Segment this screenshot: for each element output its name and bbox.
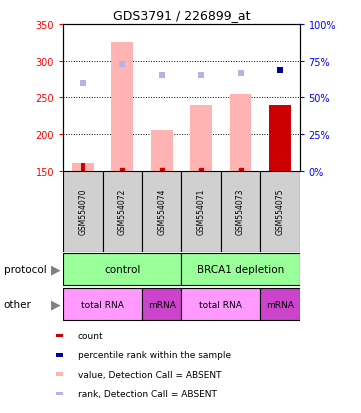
Bar xyxy=(63,254,182,285)
Bar xyxy=(142,171,182,252)
Text: ▶: ▶ xyxy=(51,298,61,311)
Bar xyxy=(56,373,62,376)
Text: total RNA: total RNA xyxy=(81,300,124,309)
Bar xyxy=(56,353,62,357)
Text: other: other xyxy=(4,299,31,310)
Text: GSM554075: GSM554075 xyxy=(275,188,284,235)
Bar xyxy=(221,171,260,252)
Text: GSM554073: GSM554073 xyxy=(236,188,245,235)
Bar xyxy=(230,95,251,171)
Text: GSM554072: GSM554072 xyxy=(118,188,127,235)
Text: ▶: ▶ xyxy=(51,263,61,276)
Bar xyxy=(103,171,142,252)
Bar xyxy=(151,131,173,171)
Bar xyxy=(182,171,221,252)
Title: GDS3791 / 226899_at: GDS3791 / 226899_at xyxy=(113,9,250,22)
Text: count: count xyxy=(78,331,104,340)
Bar xyxy=(56,334,62,337)
Text: protocol: protocol xyxy=(4,264,46,275)
Text: percentile rank within the sample: percentile rank within the sample xyxy=(78,350,231,359)
Bar xyxy=(56,392,62,395)
Bar xyxy=(63,289,142,320)
Text: total RNA: total RNA xyxy=(199,300,242,309)
Bar xyxy=(72,164,94,171)
Bar xyxy=(269,105,291,171)
Text: rank, Detection Call = ABSENT: rank, Detection Call = ABSENT xyxy=(78,389,217,398)
Text: value, Detection Call = ABSENT: value, Detection Call = ABSENT xyxy=(78,370,221,379)
Bar xyxy=(63,171,103,252)
Bar xyxy=(81,164,85,171)
Bar xyxy=(182,289,260,320)
Bar xyxy=(260,289,300,320)
Text: GSM554071: GSM554071 xyxy=(197,188,206,235)
Text: mRNA: mRNA xyxy=(148,300,176,309)
Bar xyxy=(182,254,300,285)
Text: control: control xyxy=(104,264,140,275)
Bar xyxy=(190,105,212,171)
Bar xyxy=(260,171,300,252)
Text: BRCA1 depletion: BRCA1 depletion xyxy=(197,264,284,275)
Text: GSM554074: GSM554074 xyxy=(157,188,166,235)
Bar xyxy=(112,43,133,171)
Bar xyxy=(142,289,182,320)
Text: GSM554070: GSM554070 xyxy=(78,188,87,235)
Text: mRNA: mRNA xyxy=(266,300,294,309)
